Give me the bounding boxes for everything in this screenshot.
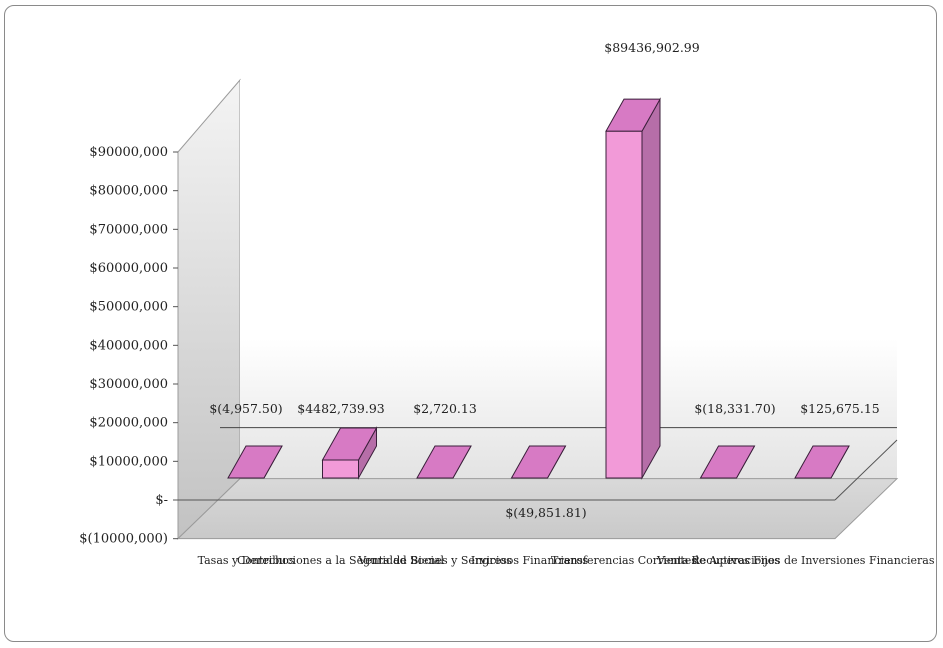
bar-top [416,445,472,479]
bar-top [699,445,756,479]
data-labels: $(4,957.50) $4482,739.93 $2,720.13 $(49,851… [209,40,879,520]
zero-line-side [834,439,898,501]
bar-side [641,97,661,480]
bar-1 [227,445,283,479]
left-wall [177,78,241,540]
category-label-1: Tasas y Derechos [198,554,295,567]
category-label-5: Transferencias Corrientes [551,554,697,567]
y-tick-label: $60000,000 [89,261,168,276]
y-tick-label: $80000,000 [89,184,168,199]
y-tick-label: $50000,000 [89,300,168,315]
bar-2 [321,426,378,480]
bar-front [605,130,643,479]
bar-5 [605,97,661,480]
bar-6 [699,445,756,479]
plot-walls [176,78,899,540]
y-tick-label: $(10000,000) [79,532,168,547]
category-label-3: Venta de Bienes y Servicios [357,554,512,567]
data-label-5: $89436,902.99 [604,40,699,55]
y-tick-label: $40000,000 [89,338,168,353]
category-label-7: Recuperaciones de Inversiones Financiera… [692,554,935,567]
data-label-2: $4482,739.93 [297,401,385,416]
bar-top [321,427,378,461]
data-label-3: $2,720.13 [413,401,477,416]
y-tick-label: $20000,000 [89,416,168,431]
bars [227,97,850,480]
data-label-7: $125,675.15 [800,401,880,416]
data-label-6: $(18,331.70) [694,401,775,416]
y-tick-label: $90000,000 [89,145,168,160]
bar-front [322,459,359,479]
data-label-1: $(4,957.50) [209,401,282,416]
back-wall [240,80,897,479]
category-label-4: Ingresos Financieros [471,554,589,567]
y-tick-label: $30000,000 [89,377,168,392]
y-axis: $90000,000 $80000,000 $70000,000 $60000,000… [79,145,178,547]
bar-top [605,98,661,132]
category-label-6: Venta de Activos Fijos [656,554,780,567]
floor [176,478,899,540]
data-label-4: $(49,851.81) [505,505,586,520]
y-tick-label: $- [155,493,168,508]
bar-top [794,445,850,479]
bar-4 [510,445,567,479]
bar-7 [794,445,850,479]
category-label-2: Contribuciones a la Seguridad Social [237,554,445,567]
bar-3 [416,445,472,479]
y-tick-label: $10000,000 [89,454,168,469]
bar-top [227,445,283,479]
y-tick-label: $70000,000 [89,222,168,237]
bar-top [510,445,567,479]
